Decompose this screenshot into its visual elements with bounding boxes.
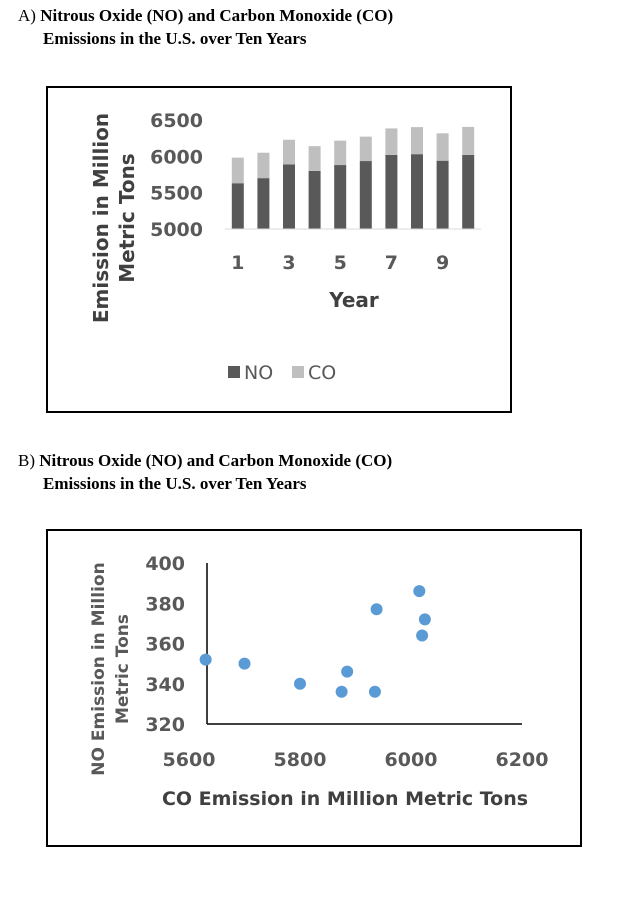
scatter-chart-ylabel-line1: NO Emission in Million (89, 562, 109, 775)
bar-co (462, 126, 475, 155)
scatter-point (199, 653, 212, 666)
bar-co (411, 127, 423, 155)
bar-chart-frame: Emission in Million Metric Tons Year 500… (46, 86, 512, 413)
bar-no (283, 164, 295, 229)
bar-chart-ylabel-line2: Metric Tons (115, 153, 139, 282)
scatter-x-tick-label: 5800 (274, 749, 327, 771)
bar-chart: Emission in Million Metric Tons Year 500… (89, 110, 481, 384)
legend-swatch-no (228, 366, 240, 378)
scatter-point (368, 685, 381, 698)
panel-a-letter: A) (18, 6, 36, 25)
bar-no (334, 165, 347, 229)
panel-a-title-line1: Nitrous Oxide (NO) and Carbon Monoxide (… (40, 6, 394, 25)
bar-x-tick-label: 5 (334, 252, 347, 274)
scatter-point (238, 657, 251, 670)
bar-no (436, 160, 449, 229)
panel-b-title-line1: Nitrous Oxide (NO) and Carbon Monoxide (… (39, 451, 393, 470)
scatter-point (341, 665, 354, 678)
bar-co (359, 136, 372, 162)
scatter-y-tick-label: 320 (145, 714, 185, 736)
bar-co (436, 133, 449, 161)
scatter-point (413, 585, 426, 598)
legend-swatch-co (292, 366, 304, 378)
scatter-y-tick-label: 340 (145, 674, 185, 696)
bar-y-tick-label: 5000 (150, 219, 203, 241)
scatter-chart: NO Emission in Million Metric Tons CO Em… (89, 553, 549, 810)
bar-x-tick-label: 3 (282, 252, 295, 274)
bar-no (462, 154, 475, 229)
scatter-point (294, 677, 306, 690)
scatter-point (370, 603, 383, 616)
panel-b-heading: B) Nitrous Oxide (NO) and Carbon Monoxid… (18, 449, 392, 495)
scatter-chart-xlabel: CO Emission in Million Metric Tons (162, 788, 528, 810)
panel-a-heading: A) Nitrous Oxide (NO) and Carbon Monoxid… (18, 4, 393, 50)
legend-label-no: NO (244, 362, 273, 384)
bar-co (257, 152, 270, 179)
bar-x-tick-label: 7 (385, 252, 398, 274)
bar-co (308, 146, 321, 171)
bar-co (231, 157, 244, 184)
scatter-x-tick-label: 6000 (385, 749, 438, 771)
scatter-chart-ylabel-line2: Metric Tons (113, 614, 133, 724)
bar-co (334, 140, 347, 166)
scatter-x-tick-label: 6200 (496, 749, 549, 771)
bar-co (283, 139, 295, 165)
scatter-point (418, 613, 431, 626)
panel-b-title-line2: Emissions in the U.S. over Ten Years (43, 474, 307, 493)
bar-no (231, 183, 244, 229)
bar-no (359, 161, 372, 229)
bar-x-tick-label: 1 (231, 252, 244, 274)
scatter-y-tick-label: 380 (145, 593, 185, 615)
bar-y-tick-label: 5500 (150, 183, 203, 205)
bar-no (308, 170, 321, 229)
scatter-point (335, 685, 348, 698)
scatter-y-tick-label: 360 (145, 634, 185, 656)
scatter-chart-frame: NO Emission in Million Metric Tons CO Em… (46, 529, 582, 847)
bar-chart-xlabel: Year (328, 288, 379, 312)
bar-co (385, 128, 398, 155)
bar-no (385, 154, 398, 229)
legend-label-co: CO (308, 362, 336, 384)
bar-chart-ylabel-line1: Emission in Million (89, 113, 113, 323)
bar-no (257, 178, 270, 229)
bar-y-tick-label: 6500 (150, 110, 203, 132)
scatter-x-tick-label: 5600 (163, 749, 216, 771)
panel-b-letter: B) (18, 451, 35, 470)
panel-a-title-line2: Emissions in the U.S. over Ten Years (43, 29, 307, 48)
bar-x-tick-label: 9 (436, 252, 449, 274)
bar-y-tick-label: 6000 (150, 146, 203, 168)
bar-no (411, 154, 423, 229)
scatter-y-tick-label: 400 (145, 553, 185, 575)
scatter-point (416, 629, 429, 642)
